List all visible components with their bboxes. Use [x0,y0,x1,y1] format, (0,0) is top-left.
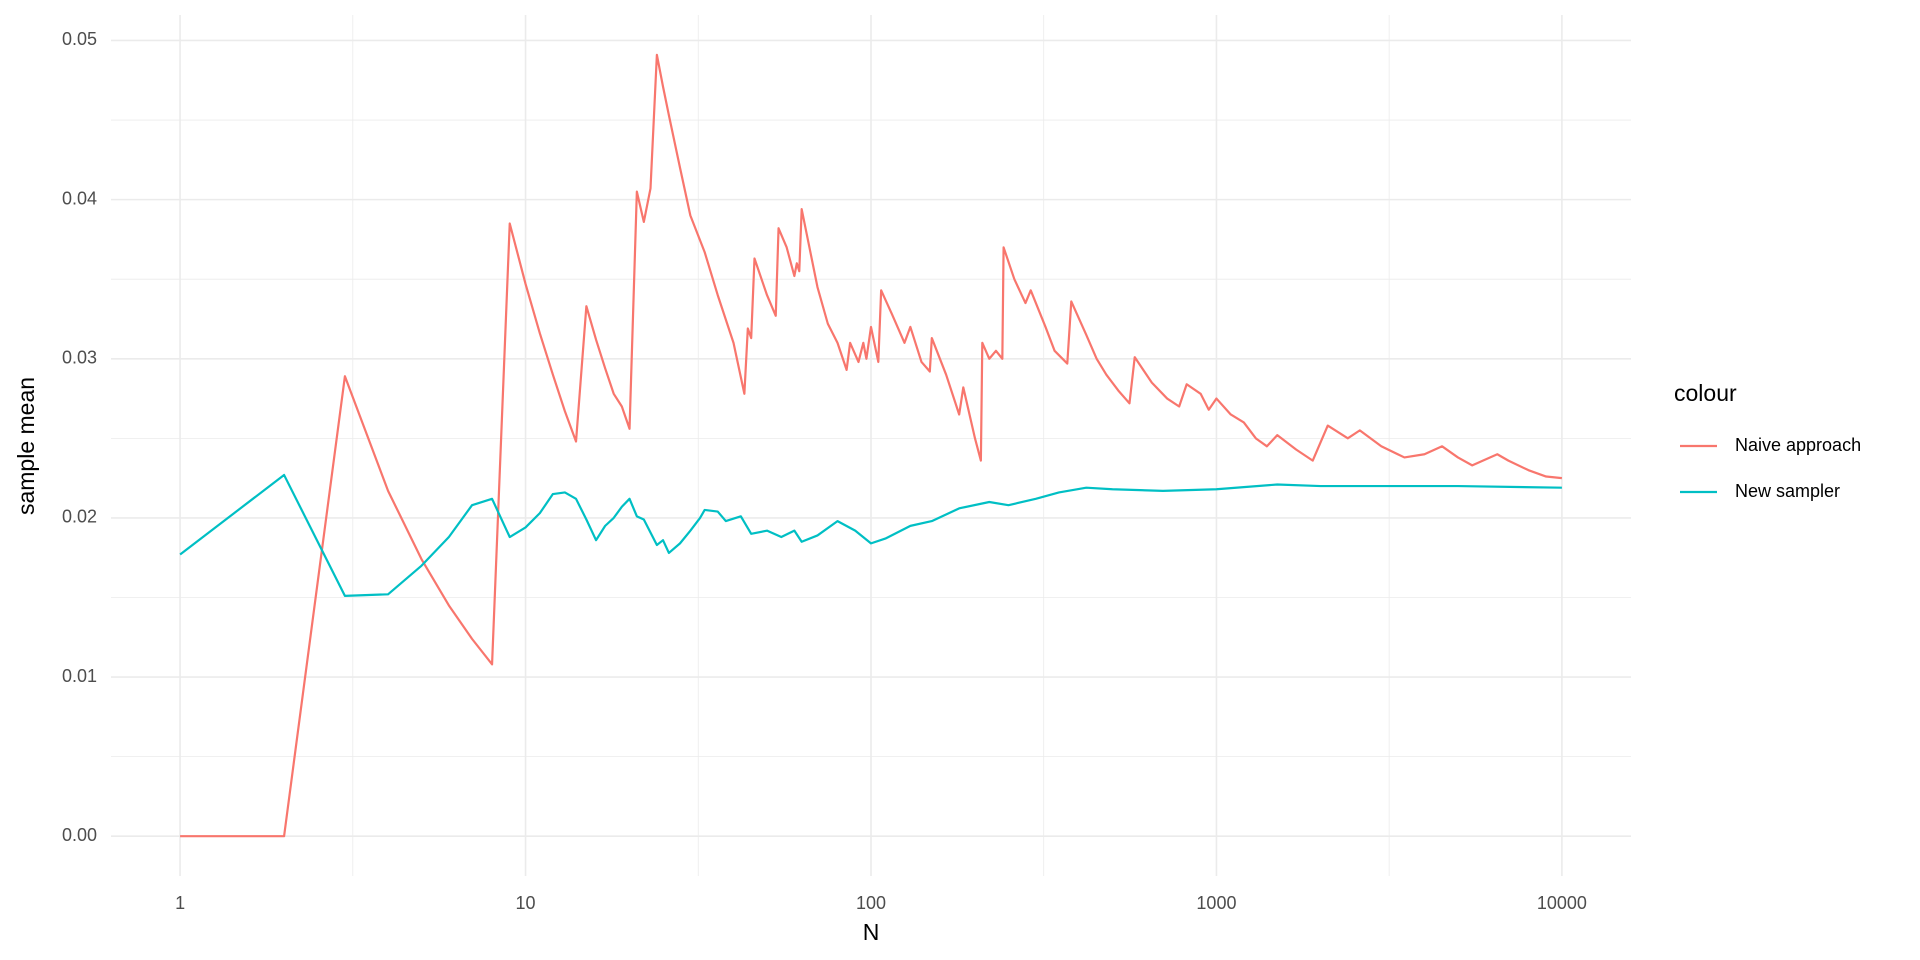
x-tick-label: 10 [516,893,536,913]
x-tick-label: 1 [175,893,185,913]
grid [111,15,1631,876]
legend-label: New sampler [1735,481,1840,501]
legend-title: colour [1674,380,1737,406]
y-tick-label: 0.05 [62,29,97,49]
y-tick-label: 0.00 [62,825,97,845]
x-tick-label: 100 [856,893,886,913]
legend-label: Naive approach [1735,435,1861,455]
x-tick-label: 1000 [1196,893,1236,913]
legend: colour Naive approach New sampler [1674,380,1861,501]
y-tick-label: 0.03 [62,348,97,368]
y-axis-title: sample mean [13,377,39,515]
x-tick-label: 10000 [1537,893,1587,913]
y-tick-label: 0.01 [62,666,97,686]
y-tick-label: 0.04 [62,188,97,208]
data-line [180,53,1563,838]
x-axis-title: N [863,919,880,945]
y-tick-label: 0.02 [62,507,97,527]
data-line [179,473,1562,597]
